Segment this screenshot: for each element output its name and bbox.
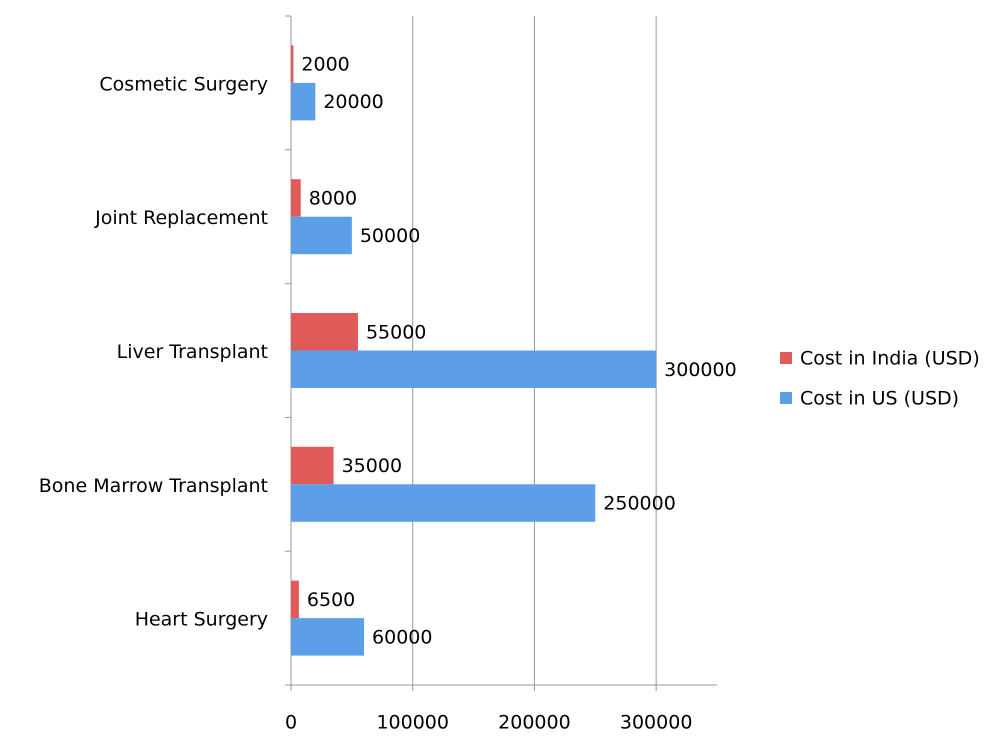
legend-swatch — [780, 352, 792, 364]
bar — [291, 484, 596, 522]
y-tick-label: Liver Transplant — [117, 341, 268, 363]
value-label: 2000 — [301, 54, 349, 76]
bar — [291, 618, 365, 656]
y-tick-label: Heart Surgery — [135, 609, 268, 631]
bar — [291, 179, 301, 217]
y-tick-label: Bone Marrow Transplant — [39, 475, 268, 497]
value-label: 50000 — [360, 225, 420, 247]
legend-label: Cost in US (USD) — [800, 388, 959, 410]
y-tick-label: Cosmetic Surgery — [99, 73, 268, 95]
value-label: 55000 — [366, 321, 426, 343]
legend-swatch — [780, 392, 792, 404]
bar — [291, 313, 358, 351]
x-tick-label: 100000 — [376, 712, 449, 734]
value-label: 20000 — [323, 91, 383, 113]
value-label: 35000 — [342, 455, 402, 477]
y-tick-label: Joint Replacement — [94, 207, 268, 229]
bar — [291, 216, 352, 255]
x-tick-label: 200000 — [498, 712, 571, 734]
value-label: 6500 — [307, 589, 355, 611]
value-label: 60000 — [372, 626, 432, 648]
x-tick-label: 0 — [285, 712, 297, 734]
bar — [291, 350, 657, 388]
value-label: 300000 — [664, 359, 737, 381]
bar — [291, 45, 294, 83]
value-label: 250000 — [603, 493, 676, 515]
bar — [291, 82, 316, 121]
legend-label: Cost in India (USD) — [800, 348, 980, 370]
x-tick-label: 300000 — [620, 712, 693, 734]
bar — [291, 446, 334, 485]
value-label: 8000 — [309, 187, 357, 209]
bar — [291, 580, 299, 619]
